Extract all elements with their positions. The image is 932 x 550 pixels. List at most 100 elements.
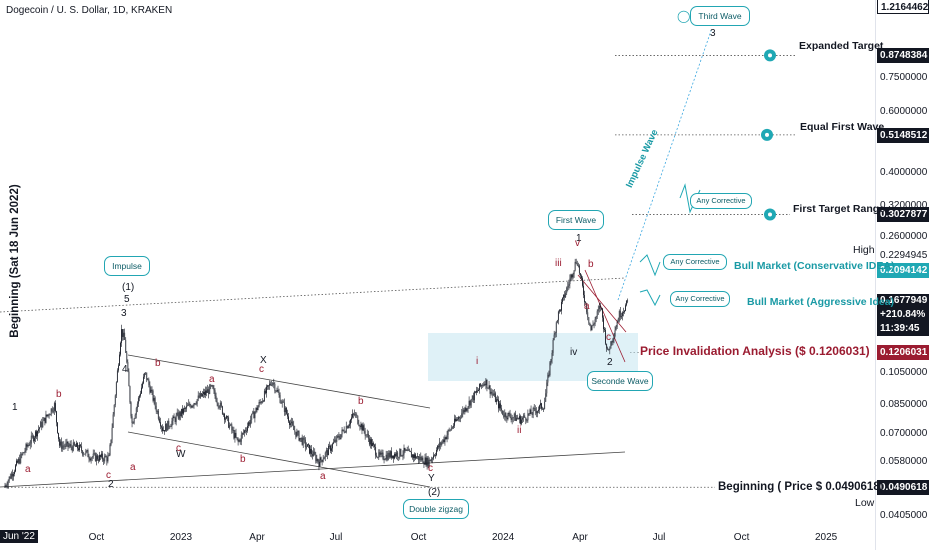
candle-body bbox=[430, 459, 432, 462]
candle-body bbox=[362, 425, 364, 431]
candle-body bbox=[259, 401, 261, 403]
candle-body bbox=[271, 384, 273, 386]
candle-body bbox=[93, 453, 95, 455]
candle-body bbox=[545, 393, 547, 402]
candle-body bbox=[136, 403, 138, 409]
candle-body bbox=[472, 395, 474, 401]
candle-body bbox=[554, 332, 556, 335]
candle-body bbox=[111, 427, 113, 440]
candle-body bbox=[492, 393, 494, 396]
candle-body bbox=[172, 416, 174, 421]
candle-body bbox=[560, 309, 561, 311]
candle-body bbox=[67, 441, 69, 447]
beginning-label: Beginning ( Price $ 0.0490618) bbox=[718, 481, 884, 493]
candle-body bbox=[450, 427, 452, 431]
candle-body bbox=[510, 416, 512, 420]
candle-body bbox=[22, 452, 24, 455]
candle-body bbox=[209, 385, 211, 394]
candle-body bbox=[538, 409, 539, 412]
candle-body bbox=[71, 447, 73, 451]
candle-body bbox=[478, 389, 479, 392]
wave-label: a bbox=[130, 462, 136, 473]
candle-body bbox=[502, 410, 504, 415]
candle-body bbox=[375, 447, 377, 456]
candle-body bbox=[526, 420, 528, 422]
candle-body bbox=[396, 452, 398, 457]
candle-body bbox=[523, 415, 525, 418]
candle-body bbox=[435, 455, 436, 456]
candle-body bbox=[92, 453, 94, 458]
candle-body bbox=[383, 459, 385, 460]
candle-body bbox=[345, 426, 347, 433]
candle-body bbox=[113, 404, 115, 415]
candle-body bbox=[519, 416, 520, 420]
candle-body bbox=[39, 427, 41, 430]
candle-body bbox=[289, 421, 290, 425]
wave-label: 2 bbox=[607, 357, 613, 368]
candle-body bbox=[405, 449, 407, 451]
candle-body bbox=[613, 336, 615, 339]
candle-body bbox=[62, 445, 64, 449]
candle-body bbox=[57, 422, 58, 433]
candle-body bbox=[81, 446, 83, 451]
candle-body bbox=[514, 413, 516, 421]
candle-body bbox=[86, 450, 88, 452]
candle-body bbox=[280, 402, 282, 404]
candle-body bbox=[544, 401, 546, 410]
candle-body bbox=[408, 449, 410, 452]
candle-body bbox=[589, 322, 591, 326]
wave-label: X bbox=[260, 355, 267, 366]
candle-body bbox=[387, 452, 389, 460]
candle-body bbox=[161, 426, 162, 428]
candle-body bbox=[321, 459, 323, 462]
wave-label: a bbox=[209, 374, 215, 385]
candle-body bbox=[551, 352, 553, 360]
candle-body bbox=[185, 408, 186, 409]
candle-body bbox=[143, 376, 144, 384]
candle-body bbox=[462, 409, 464, 414]
candle-body bbox=[583, 285, 584, 296]
wave-label: iv bbox=[570, 347, 577, 358]
candle-body bbox=[87, 450, 89, 458]
candle-body bbox=[245, 430, 246, 432]
candle-body bbox=[182, 408, 183, 414]
candle-body bbox=[457, 419, 458, 421]
candle-body bbox=[469, 400, 471, 406]
candle-body bbox=[51, 408, 53, 412]
candle-body bbox=[63, 445, 65, 447]
wave-label: iii bbox=[555, 258, 562, 269]
candle-body bbox=[548, 374, 550, 376]
candle-body bbox=[200, 393, 202, 397]
double-zigzag-bubble: Double zigzag bbox=[403, 499, 469, 519]
candle-body bbox=[220, 402, 222, 407]
candle-body bbox=[437, 445, 438, 451]
x-tick-label: Jun '22 bbox=[0, 530, 38, 543]
candle-body bbox=[295, 431, 297, 437]
candle-body bbox=[499, 403, 500, 409]
candle-body bbox=[536, 411, 538, 414]
candle-body bbox=[569, 278, 571, 285]
candle-body bbox=[426, 457, 428, 466]
y-tick-label: 0.1050000 bbox=[880, 367, 928, 379]
candle-body bbox=[123, 332, 125, 337]
wave-label: a bbox=[320, 471, 326, 482]
candle-body bbox=[205, 390, 206, 395]
candle-body bbox=[112, 414, 114, 428]
candle-body bbox=[418, 456, 420, 461]
candle-body bbox=[163, 430, 164, 431]
candle-body bbox=[374, 444, 375, 448]
candle-body bbox=[386, 454, 388, 460]
candle-body bbox=[199, 393, 201, 398]
candle-body bbox=[225, 418, 226, 420]
x-tick-label: Apr bbox=[572, 532, 588, 543]
candle-body bbox=[466, 408, 468, 411]
candle-body bbox=[388, 452, 390, 458]
candle-body bbox=[235, 432, 237, 438]
wave-label: b bbox=[56, 389, 62, 400]
candle-body bbox=[416, 457, 417, 459]
candle-body bbox=[50, 408, 52, 415]
candle-body bbox=[36, 431, 37, 437]
candle-body bbox=[522, 417, 524, 420]
candle-body bbox=[218, 406, 220, 408]
candle-body bbox=[29, 443, 31, 446]
